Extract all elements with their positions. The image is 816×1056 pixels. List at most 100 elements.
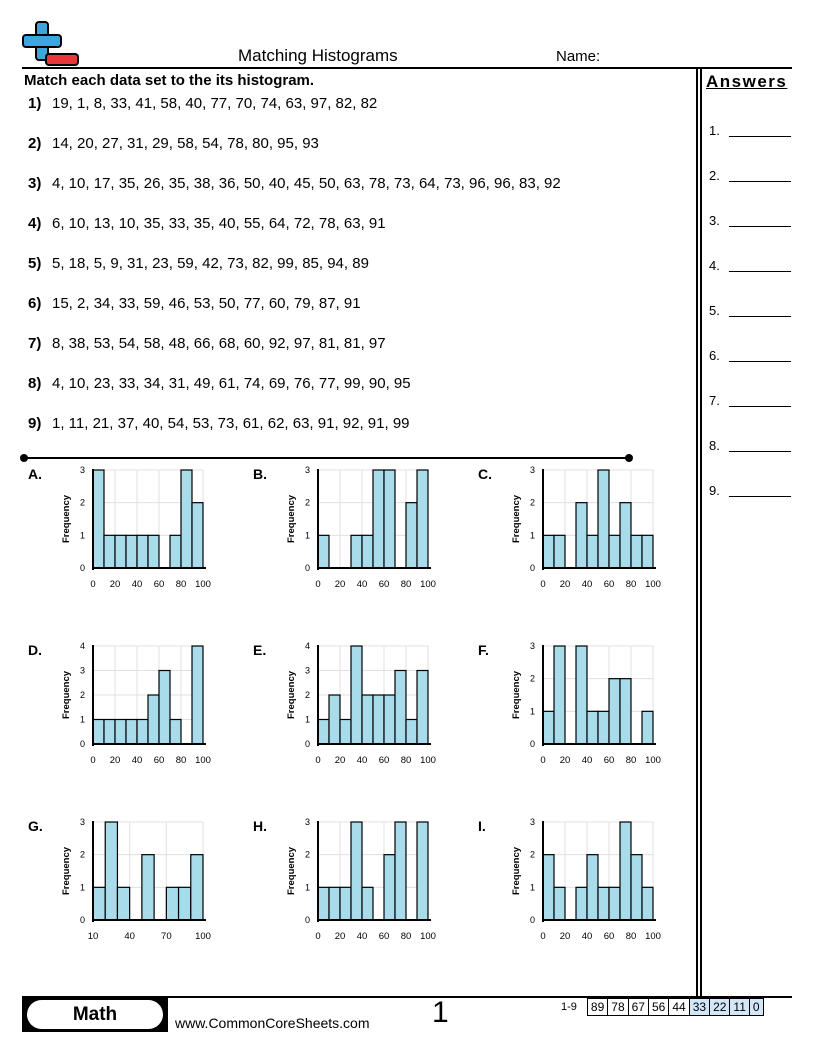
y-tick-label: 1 <box>305 530 310 540</box>
histogram-bar <box>180 469 193 569</box>
y-axis-label: Frequency <box>286 670 297 719</box>
histogram-bar <box>169 718 182 745</box>
answer-blank[interactable] <box>729 181 791 182</box>
histogram-bar <box>372 694 385 745</box>
question-data: 6, 10, 13, 10, 35, 33, 35, 40, 55, 64, 7… <box>52 215 386 232</box>
histogram-bar <box>597 710 610 745</box>
histogram-chart: 0 1 2 3 10 40 70 100 Frequency <box>61 817 211 942</box>
histogram-bar <box>317 534 330 569</box>
answer-item: 6. <box>709 348 791 363</box>
histogram-bar <box>125 534 138 569</box>
histogram-bar <box>405 718 418 745</box>
x-tick-label: 60 <box>379 579 390 590</box>
worksheet-title: Matching Histograms <box>238 46 398 65</box>
y-tick-label: 0 <box>80 563 85 573</box>
x-tick-label: 20 <box>110 579 121 590</box>
question-item: 1) 19, 1, 8, 33, 41, 58, 40, 77, 70, 74, … <box>28 95 377 112</box>
y-axis-label: Frequency <box>286 846 297 895</box>
y-axis-label: Frequency <box>61 846 72 895</box>
x-tick-label: 10 <box>88 931 99 942</box>
answer-number: 3. <box>709 213 720 228</box>
x-tick-label: 100 <box>420 755 436 766</box>
histogram-bar <box>619 678 632 745</box>
answers-divider <box>700 67 702 997</box>
histogram-bar <box>641 710 654 745</box>
y-tick-label: 3 <box>305 817 310 827</box>
histogram-bar <box>191 645 204 745</box>
histogram-bar <box>542 710 555 745</box>
histogram-bar <box>553 886 566 921</box>
answers-heading: Answers <box>706 72 788 91</box>
y-tick-label: 3 <box>80 817 85 827</box>
histogram-bar <box>383 694 396 745</box>
histogram-bar <box>350 534 363 569</box>
question-data: 19, 1, 8, 33, 41, 58, 40, 77, 70, 74, 63… <box>52 95 378 112</box>
x-tick-label: 80 <box>401 755 412 766</box>
answer-blank[interactable] <box>729 316 791 317</box>
question-item: 2) 14, 20, 27, 31, 29, 58, 54, 78, 80, 95… <box>28 135 319 152</box>
x-tick-label: 20 <box>560 755 571 766</box>
x-tick-label: 80 <box>626 931 637 942</box>
x-tick-label: 40 <box>357 579 368 590</box>
answer-blank[interactable] <box>729 496 791 497</box>
histogram-bar <box>350 821 363 921</box>
answer-blank[interactable] <box>729 136 791 137</box>
answer-blank[interactable] <box>729 451 791 452</box>
answers-divider <box>696 67 698 997</box>
x-tick-label: 0 <box>540 755 545 766</box>
x-tick-label: 80 <box>626 755 637 766</box>
x-tick-label: 0 <box>90 755 95 766</box>
answer-item: 3. <box>709 213 791 228</box>
y-tick-label: 3 <box>305 666 310 676</box>
answer-blank[interactable] <box>729 271 791 272</box>
x-tick-label: 80 <box>401 579 412 590</box>
answer-blank[interactable] <box>729 406 791 407</box>
y-tick-label: 0 <box>80 915 85 925</box>
y-tick-label: 0 <box>530 915 535 925</box>
y-tick-label: 1 <box>80 882 85 892</box>
x-tick-label: 0 <box>315 755 320 766</box>
page-number: 1 <box>432 996 449 1029</box>
y-tick-label: 2 <box>305 690 310 700</box>
question-number: 6) <box>28 295 42 312</box>
histogram-bar <box>190 854 204 921</box>
name-label: Name: <box>556 48 601 65</box>
y-tick-label: 1 <box>530 706 535 716</box>
answer-number: 5. <box>709 303 720 318</box>
separator-line <box>24 457 630 459</box>
histogram-label: D. <box>28 642 42 658</box>
x-tick-label: 20 <box>335 931 346 942</box>
x-tick-label: 0 <box>315 579 320 590</box>
histogram-bar <box>630 854 643 921</box>
histogram-bar <box>361 534 374 569</box>
histogram-bar <box>586 710 599 745</box>
y-tick-label: 2 <box>80 850 85 860</box>
histogram-label: A. <box>28 466 42 482</box>
histogram-bar <box>339 718 352 745</box>
question-item: 7) 8, 38, 53, 54, 58, 48, 66, 68, 60, 92,… <box>28 335 386 352</box>
x-tick-label: 40 <box>582 931 593 942</box>
answer-blank[interactable] <box>729 226 791 227</box>
answer-number: 4. <box>709 258 720 273</box>
histogram-bar <box>608 886 621 921</box>
question-item: 3) 4, 10, 17, 35, 26, 35, 38, 36, 50, 40,… <box>28 175 561 192</box>
y-tick-label: 3 <box>80 465 85 475</box>
histogram-bar <box>553 534 566 569</box>
score-cell: 33 <box>689 998 711 1016</box>
y-tick-label: 1 <box>305 882 310 892</box>
answer-blank[interactable] <box>729 361 791 362</box>
histogram-bar <box>619 502 632 569</box>
y-tick-label: 0 <box>305 915 310 925</box>
y-tick-label: 2 <box>305 850 310 860</box>
question-data: 14, 20, 27, 31, 29, 58, 54, 78, 80, 95, … <box>52 135 319 152</box>
histogram-bar <box>619 821 632 921</box>
y-tick-label: 4 <box>80 641 85 651</box>
y-tick-label: 4 <box>305 641 310 651</box>
histogram-bar <box>361 886 374 921</box>
x-tick-label: 0 <box>90 579 95 590</box>
histogram-bar <box>383 854 396 921</box>
y-tick-label: 3 <box>530 641 535 651</box>
answer-item: 8. <box>709 438 791 453</box>
histogram-bar <box>575 645 588 745</box>
histogram-bar <box>114 718 127 745</box>
